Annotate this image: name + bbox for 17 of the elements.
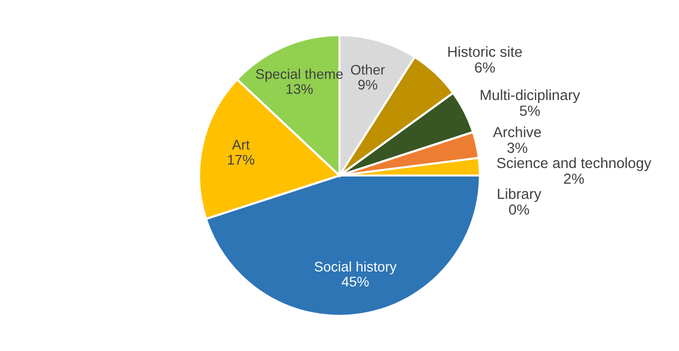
data-label: 13%	[286, 84, 313, 94]
text: 0%	[509, 204, 530, 215]
slice-label: Other	[350, 64, 385, 75]
slice-label: Science and technology	[497, 157, 652, 172]
data-label: 9%	[358, 80, 378, 90]
slice-label: Art	[232, 140, 250, 150]
slice-label: Multi-diciplinary	[480, 89, 580, 104]
data-label: 3%	[507, 142, 528, 153]
category-label: Library	[498, 188, 542, 202]
data-label: 6%	[475, 62, 495, 73]
data-label: 45%	[342, 276, 369, 287]
slice-label: Archive	[492, 126, 541, 138]
slice-label: Social history	[314, 261, 397, 274]
slice-label: Historic site	[448, 46, 522, 57]
data-label: 17%	[228, 154, 254, 165]
data-label: 2%	[564, 174, 584, 184]
data-label: 5%	[520, 106, 540, 116]
